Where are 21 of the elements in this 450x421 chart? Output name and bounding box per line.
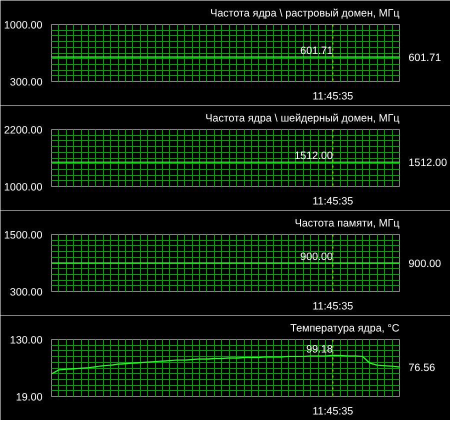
- data-label: 1512.00: [408, 157, 448, 170]
- chart-title: Частота ядра \ растровый домен, МГц: [210, 8, 400, 20]
- y-tick-label: 300.00: [10, 76, 43, 88]
- y-tick-label: 1000.00: [4, 182, 43, 194]
- x-tick-label: 11:45:35: [312, 90, 354, 102]
- x-tick-label: 11:45:35: [312, 196, 354, 208]
- chart-title: Температура ядра, °C: [290, 322, 400, 334]
- y-tick-label: 300.00: [10, 286, 43, 298]
- x-tick-label: 11:45:35: [312, 406, 354, 418]
- line-series: [52, 354, 400, 375]
- data-label: 900.00: [408, 258, 442, 270]
- chart-title: Частота памяти, МГц: [294, 218, 400, 230]
- data-label: 76.56: [408, 362, 436, 374]
- x-tick-label: 11:45:35: [312, 300, 354, 312]
- y-tick-label: 130.00: [10, 334, 43, 346]
- y-tick-label: 1000.00: [4, 20, 43, 32]
- chart-title: Частота ядра \ шейдерный домен, МГц: [205, 112, 400, 124]
- y-tick-label: 2200.00: [4, 124, 43, 136]
- y-tick-label: 1500.00: [4, 230, 43, 242]
- y-tick-label: 19.00: [16, 392, 43, 404]
- data-label: 601.71: [408, 52, 442, 64]
